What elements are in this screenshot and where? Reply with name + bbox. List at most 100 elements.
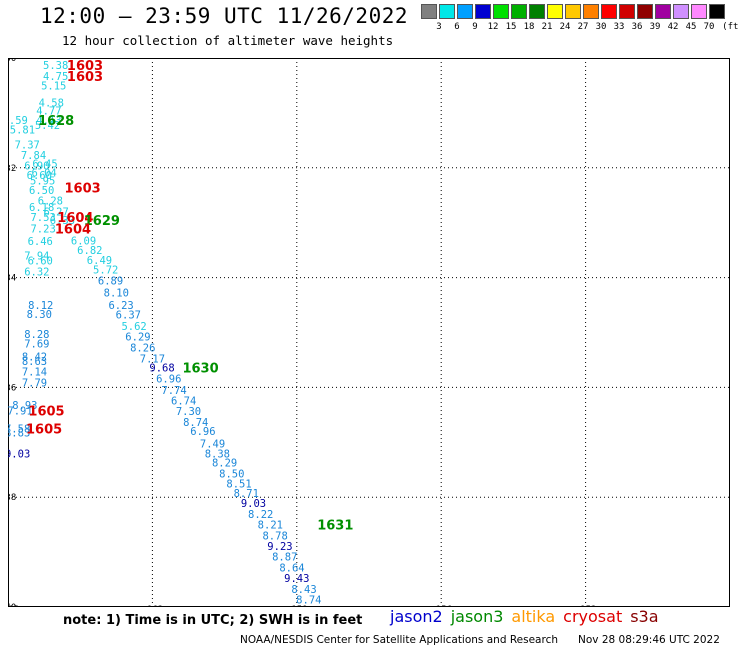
scale-label: 27 <box>577 22 589 32</box>
scale-swatch <box>547 4 563 19</box>
wave-height-label: 8.63 <box>22 356 47 368</box>
wave-height-label: 5.81 <box>10 124 35 136</box>
wave-height-label: 9.68 <box>149 363 174 375</box>
wave-height-label: 5.95 <box>30 175 55 187</box>
wave-height-label: 8.83 <box>8 427 30 439</box>
wave-height-label: 9.23 <box>267 541 292 553</box>
scale-swatch <box>583 4 599 19</box>
scale-swatch <box>439 4 455 19</box>
orbit-rev-label: 1630 <box>182 362 218 377</box>
wave-height-label: 6.50 <box>29 185 54 197</box>
legend-altika: altika <box>511 607 556 626</box>
wave-height-label: 6.96 <box>156 374 181 386</box>
scale-label: 45 <box>685 22 697 32</box>
orbit-rev-label: 1605 <box>26 423 62 438</box>
wave-height-label: 6.45 <box>32 158 57 170</box>
wave-height-label: 8.78 <box>262 531 287 543</box>
wave-height-label: 5.38 <box>43 60 68 72</box>
page-subtitle: 12 hour collection of altimeter wave hei… <box>62 33 394 48</box>
scale-swatch <box>565 4 581 19</box>
scale-swatch <box>673 4 689 19</box>
wave-height-label: 8.38 <box>205 448 230 460</box>
page-title: 12:00 – 23:59 UTC 11/26/2022 <box>40 4 409 28</box>
wave-height-label: 8.10 <box>104 287 129 299</box>
scale-label: 21 <box>541 22 553 32</box>
lon-label: -162 <box>142 605 164 607</box>
lat-label: -32 <box>8 164 16 174</box>
wave-height-label: 8.43 <box>291 584 316 596</box>
scale-label: 30 <box>595 22 607 32</box>
orbit-rev-label: 1604 <box>57 211 93 226</box>
orbit-rev-label: 1631 <box>317 519 353 534</box>
footer-timestamp: Nov 28 08:29:46 UTC 2022 <box>578 634 720 646</box>
wave-height-label: 7.91 <box>8 405 33 417</box>
scale-swatch <box>619 4 635 19</box>
wave-height-label: 6.37 <box>116 309 141 321</box>
lon-label: -165 <box>8 605 19 607</box>
wave-height-label: 7.69 <box>24 338 49 350</box>
wave-height-label: 7.74 <box>161 385 186 397</box>
scale-label: 12 <box>487 22 499 32</box>
lat-label: -38 <box>8 493 16 503</box>
wave-height-label: 6.28 <box>38 196 63 208</box>
wave-height-label: 7.94 <box>24 251 49 263</box>
scale-swatch <box>511 4 527 19</box>
scale-swatch <box>457 4 473 19</box>
scale-label: 24 <box>559 22 571 32</box>
legend-jason2: jason2 <box>390 607 443 626</box>
wave-height-label: 8.21 <box>258 520 283 532</box>
scale-unit: (ft) <box>722 22 740 32</box>
orbit-rev-label: 1629 <box>84 214 120 229</box>
orbit-rev-label: 1603 <box>65 182 101 197</box>
wave-height-label: 7.79 <box>22 377 47 389</box>
wave-height-label: 8.64 <box>279 562 304 574</box>
map-plot: -30-32-34-36-38-40-165-162-159-156-153-1… <box>0 54 740 615</box>
wave-height-label: 6.27 <box>43 207 68 219</box>
wave-height-label: 6.74 <box>171 396 196 408</box>
wave-height-label: 6.09 <box>71 235 96 247</box>
wave-height-label: 6.32 <box>24 267 49 279</box>
wave-height-label: 7.84 <box>21 150 46 162</box>
note-text: note: 1) Time is in UTC; 2) SWH is in fe… <box>63 613 363 628</box>
wave-height-label: 8.12 <box>28 300 53 312</box>
wave-height-label: 5.59 <box>8 115 28 127</box>
wave-height-label: 8.87 <box>272 551 297 563</box>
wave-height-label: 7.30 <box>176 406 201 418</box>
wave-height-label: 6.04 <box>31 168 56 180</box>
scale-label: 18 <box>523 22 535 32</box>
scale-swatch <box>655 4 671 19</box>
footer-credit: NOAA/NESDIS Center for Satellite Applica… <box>240 634 558 646</box>
wave-height-label: 6.49 <box>87 255 112 267</box>
wave-height-label: 8.22 <box>248 509 273 521</box>
scale-swatch <box>601 4 617 19</box>
wave-height-label: 8.28 <box>24 329 49 341</box>
lat-label: -34 <box>8 274 16 284</box>
wave-height-label: 9.43 <box>284 573 309 585</box>
wave-height-label: 6.96 <box>190 426 215 438</box>
scale-label: 9 <box>472 22 478 32</box>
scale-label: 42 <box>667 22 679 32</box>
scale-label: 3 <box>436 22 442 32</box>
wave-height-label: 8.42 <box>22 352 47 364</box>
scale-swatch <box>421 4 437 19</box>
wave-height-label: 6.82 <box>77 245 102 257</box>
wave-height-label: 7.23 <box>30 224 55 236</box>
scale-label: 15 <box>505 22 517 32</box>
scale-label: 36 <box>631 22 643 32</box>
wave-height-label: 7.53 <box>30 212 55 224</box>
scale-swatch <box>709 4 725 19</box>
wave-height-label: 8.30 <box>27 309 52 321</box>
scale-label: 33 <box>613 22 625 32</box>
orbit-rev-label: 1604 <box>55 223 91 238</box>
legend-s3a: s3a <box>630 607 659 626</box>
map-canvas: -30-32-34-36-38-40-165-162-159-156-153-1… <box>0 54 740 615</box>
wave-height-label: 9.03 <box>241 498 266 510</box>
scale-label: 6 <box>454 22 460 32</box>
orbit-rev-label: 1603 <box>67 70 103 85</box>
wave-height-label: 7.17 <box>140 353 165 365</box>
wave-height-label: 8.26 <box>130 342 155 354</box>
wave-height-label: 5.15 <box>41 80 66 92</box>
wave-height-label: 6.18 <box>29 202 54 214</box>
wave-height-label: 6.90 <box>24 161 49 173</box>
wave-height-label: 8.50 <box>219 469 244 481</box>
